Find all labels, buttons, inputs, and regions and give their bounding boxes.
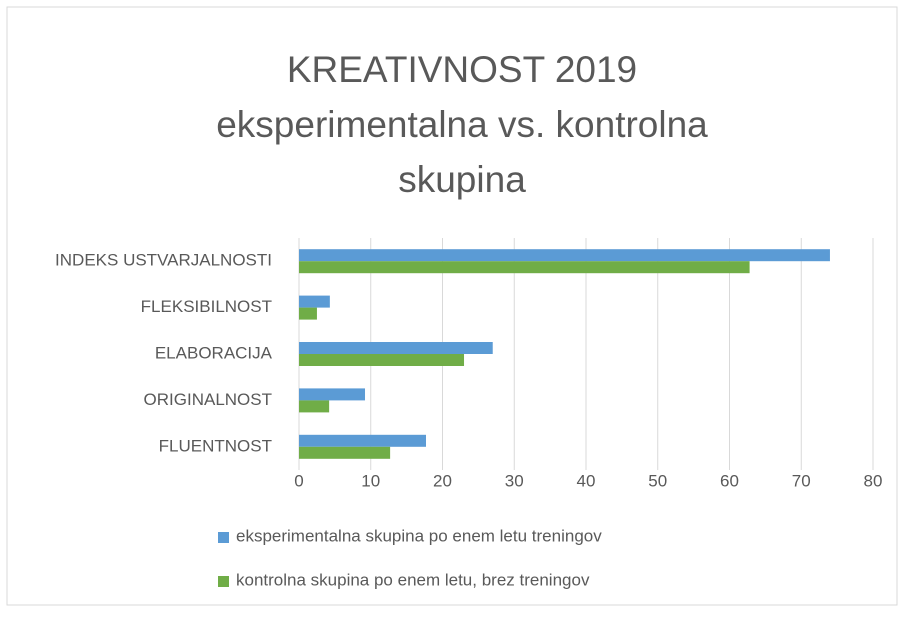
- legend-label: kontrolna skupina po enem letu, brez tre…: [236, 570, 590, 589]
- bar: [299, 400, 330, 413]
- y-tick-label: ELABORACIJA: [155, 343, 273, 362]
- bar: [299, 342, 493, 354]
- chart-title: KREATIVNOST 2019: [287, 49, 637, 90]
- chart-border: [6, 6, 898, 606]
- x-tick-label: 20: [433, 471, 452, 490]
- x-tick-label: 0: [294, 471, 303, 490]
- bar: [299, 261, 750, 274]
- x-tick-label: 10: [361, 471, 380, 490]
- y-tick-label: INDEKS USTVARJALNOSTI: [55, 251, 272, 270]
- legend-swatch: [218, 532, 229, 543]
- y-tick-label: ORIGINALNOST: [144, 390, 272, 409]
- bar: [299, 434, 426, 447]
- legend-label: eksperimentalna skupina po enem letu tre…: [236, 526, 602, 545]
- bar: [299, 307, 317, 320]
- x-tick-label: 30: [505, 471, 524, 490]
- bar: [299, 354, 465, 366]
- x-tick-label: 50: [648, 471, 667, 490]
- legend-swatch: [218, 576, 229, 587]
- x-tick-label: 70: [792, 471, 811, 490]
- x-tick-label: 60: [720, 471, 739, 490]
- y-tick-label: FLEKSIBILNOST: [141, 297, 272, 316]
- bar: [299, 295, 330, 308]
- y-tick-label: FLUENTNOST: [159, 436, 272, 455]
- bar: [299, 446, 391, 459]
- chart-title: eksperimentalna vs. kontrolna: [216, 104, 708, 145]
- bar: [299, 388, 366, 401]
- x-tick-label: 80: [864, 471, 883, 490]
- x-tick-label: 40: [577, 471, 596, 490]
- chart-title: skupina: [398, 159, 526, 200]
- bar: [299, 249, 830, 262]
